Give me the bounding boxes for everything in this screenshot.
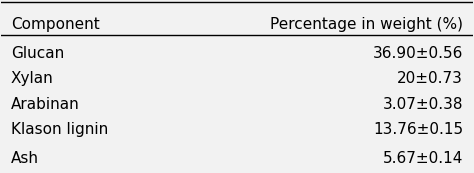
- Text: 13.76±0.15: 13.76±0.15: [373, 122, 463, 137]
- Text: Glucan: Glucan: [11, 46, 64, 61]
- Text: Klason lignin: Klason lignin: [11, 122, 108, 137]
- Text: Component: Component: [11, 17, 100, 32]
- Text: Ash: Ash: [11, 151, 39, 166]
- Text: Arabinan: Arabinan: [11, 97, 80, 112]
- Text: 3.07±0.38: 3.07±0.38: [383, 97, 463, 112]
- Text: 5.67±0.14: 5.67±0.14: [383, 151, 463, 166]
- Text: 36.90±0.56: 36.90±0.56: [373, 46, 463, 61]
- Text: 20±0.73: 20±0.73: [397, 71, 463, 86]
- Text: Percentage in weight (%): Percentage in weight (%): [270, 17, 463, 32]
- Text: Xylan: Xylan: [11, 71, 54, 86]
